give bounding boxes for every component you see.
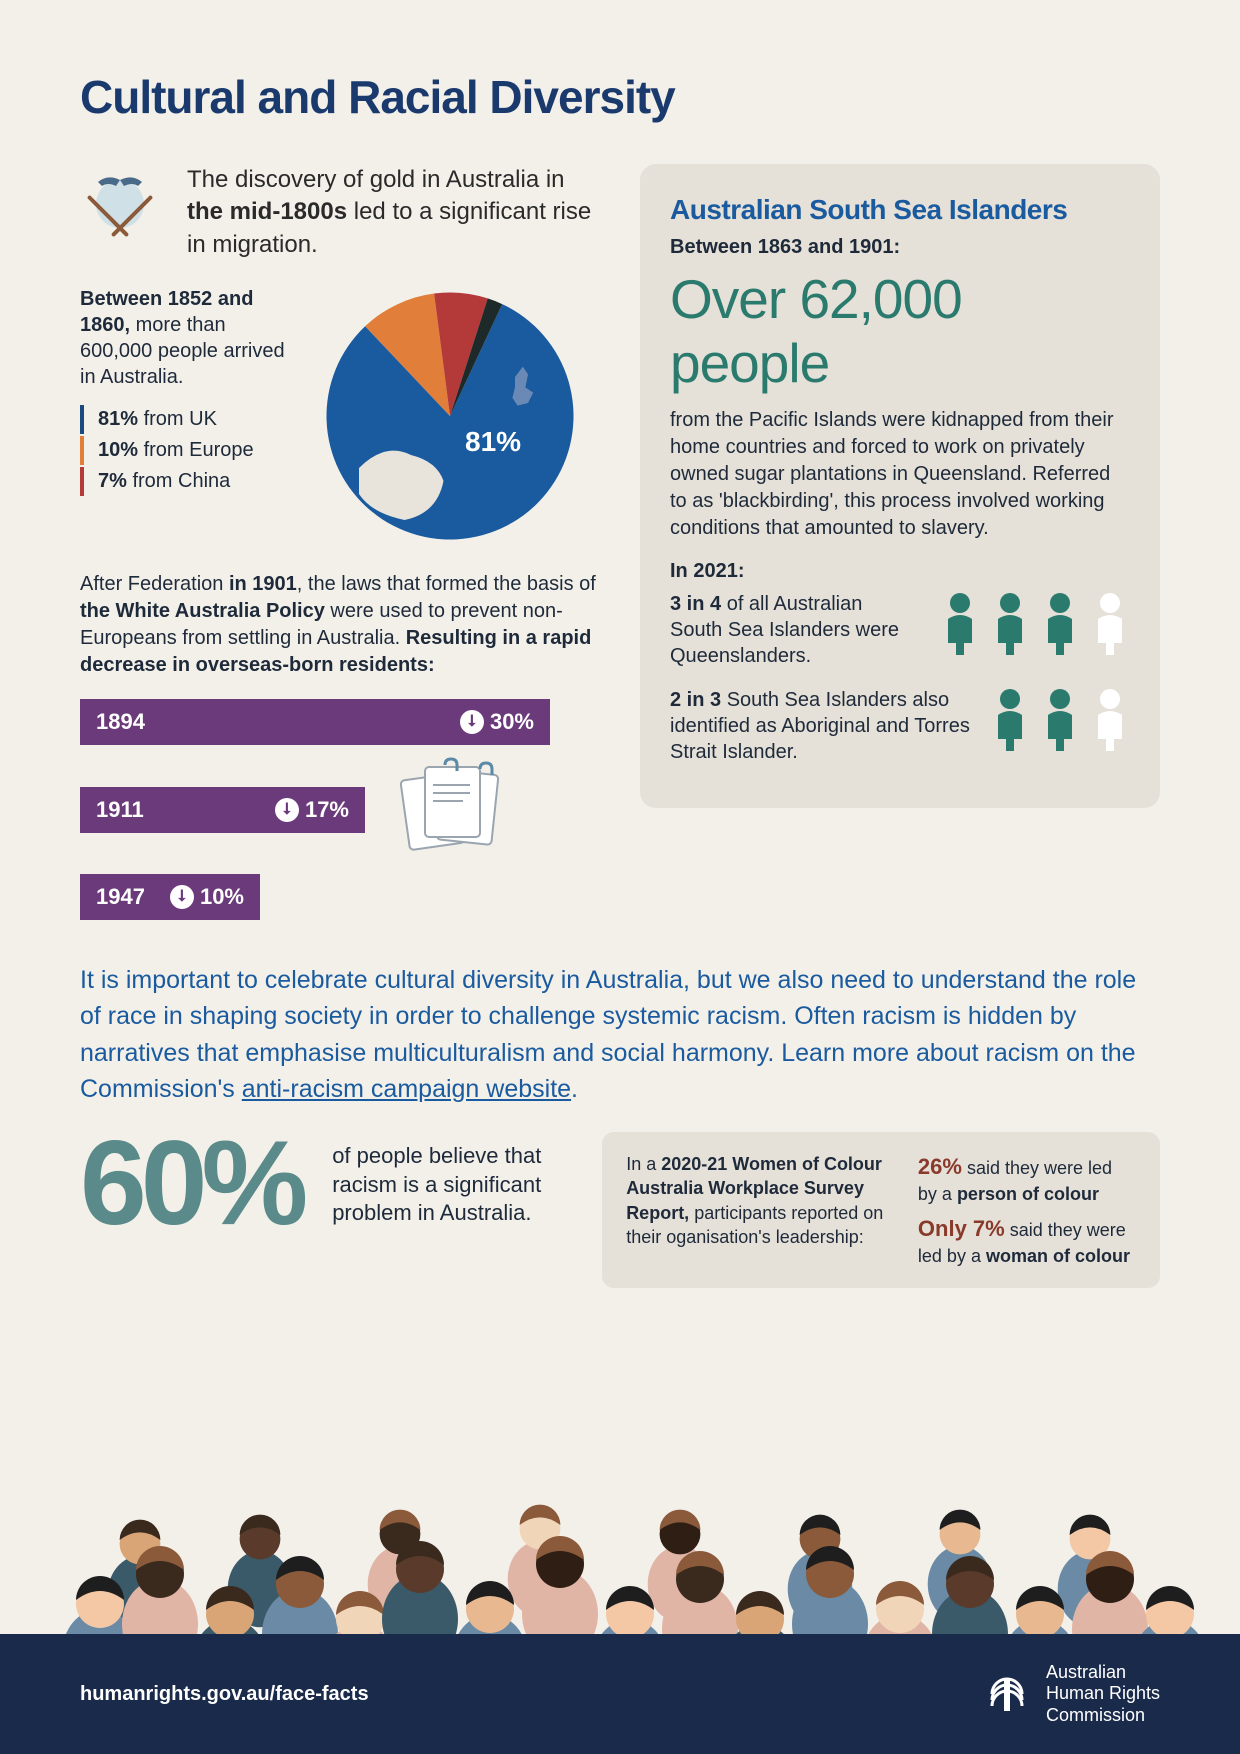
pie-center-label: 81% bbox=[465, 426, 521, 458]
gold-mining-icon bbox=[80, 164, 160, 249]
origin-item: 81% from UK bbox=[80, 405, 300, 434]
stat-3-in-4: 3 in 4 of all Australian South Sea Islan… bbox=[670, 591, 920, 669]
diverse-crowd-illustration bbox=[0, 1374, 1240, 1644]
survey-intro: In a 2020-21 Women of Colour Australia W… bbox=[626, 1152, 888, 1268]
survey-stat-7: Only 7% said they were led by a woman of… bbox=[918, 1214, 1136, 1268]
arrival-lead: Between 1852 and 1860, more than 600,000… bbox=[80, 286, 300, 390]
person-icon bbox=[1090, 687, 1130, 757]
bar-row: 1894⭣30% bbox=[80, 699, 600, 745]
sixty-percent-text: of people believe that racism is a signi… bbox=[332, 1132, 572, 1228]
overseas-born-bars: 1894⭣30% 1911⭣17% 1947⭣10% bbox=[80, 699, 600, 920]
sixty-percent-stat: 60% bbox=[80, 1132, 302, 1234]
page-title: Cultural and Racial Diversity bbox=[80, 70, 1160, 124]
people-icons-2of3 bbox=[990, 687, 1130, 757]
documents-icon bbox=[385, 757, 525, 862]
page-footer: humanrights.gov.au/face-facts Australian… bbox=[0, 1634, 1240, 1754]
origin-list: 81% from UK10% from Europe7% from China bbox=[80, 405, 300, 496]
origin-pie-chart: 81% bbox=[320, 286, 580, 546]
person-icon bbox=[1090, 591, 1130, 661]
person-icon bbox=[990, 591, 1030, 661]
panel-body: from the Pacific Islands were kidnapped … bbox=[670, 407, 1130, 542]
panel-title: Australian South Sea Islanders bbox=[670, 194, 1130, 226]
panel-subtitle: Between 1863 and 1901: bbox=[670, 236, 1130, 259]
diversity-statement: It is important to celebrate cultural di… bbox=[80, 962, 1160, 1107]
survey-box: In a 2020-21 Women of Colour Australia W… bbox=[602, 1132, 1160, 1288]
stat-2-in-3: 2 in 3 South Sea Islanders also identifi… bbox=[670, 687, 970, 765]
person-icon bbox=[990, 687, 1030, 757]
origin-item: 10% from Europe bbox=[80, 436, 300, 465]
origin-item: 7% from China bbox=[80, 467, 300, 496]
person-icon bbox=[1040, 687, 1080, 757]
survey-stat-26: 26% said they were led by a person of co… bbox=[918, 1152, 1136, 1206]
federation-text: After Federation in 1901, the laws that … bbox=[80, 571, 600, 679]
person-icon bbox=[1040, 591, 1080, 661]
south-sea-islanders-panel: Australian South Sea Islanders Between 1… bbox=[640, 164, 1160, 808]
footer-logo: Australian Human Rights Commission bbox=[982, 1662, 1160, 1727]
footer-url[interactable]: humanrights.gov.au/face-facts bbox=[80, 1683, 369, 1706]
panel-year-2021: In 2021: bbox=[670, 560, 1130, 583]
bar-row: 1911⭣17% bbox=[80, 757, 600, 862]
anti-racism-link[interactable]: anti-racism campaign website bbox=[242, 1075, 571, 1103]
panel-big-number: Over 62,000 people bbox=[670, 267, 1130, 395]
people-icons-3of4 bbox=[940, 591, 1130, 661]
intro-text: The discovery of gold in Australia in th… bbox=[187, 164, 600, 261]
bar-row: 1947⭣10% bbox=[80, 874, 600, 920]
person-icon bbox=[940, 591, 980, 661]
ahrc-logo-icon bbox=[982, 1669, 1032, 1719]
